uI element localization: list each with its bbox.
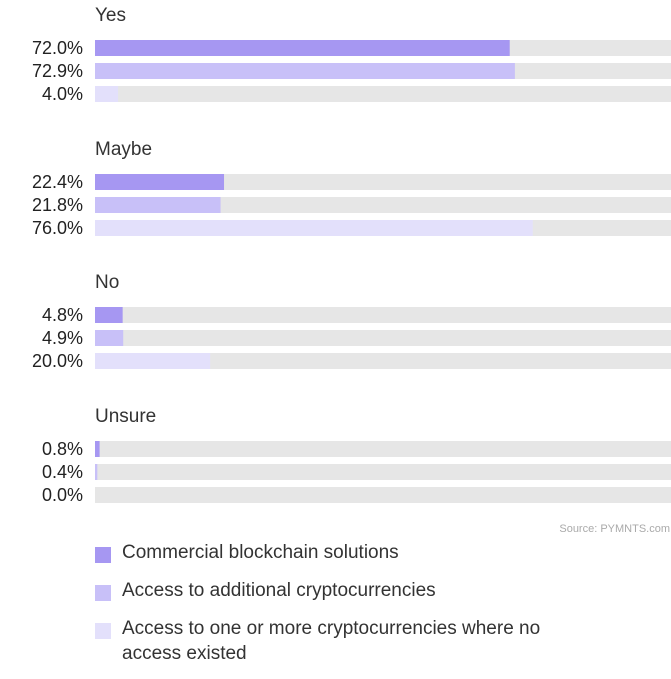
bar-track [95,441,671,457]
data-label: 4.8% [42,305,83,325]
data-label: 20.0% [32,351,83,371]
chart: Yes 72.0% 72.9% 4.0% Maybe 22.4% 21.8% 76.0% No 4… [32,5,671,535]
legend-item-additional: Access to additional cryptocurrencies [95,578,655,603]
bar-no-series-2 [95,353,211,369]
data-label: 72.9% [32,61,83,81]
data-label: 0.4% [42,462,83,482]
data-label: 21.8% [32,195,83,215]
bar-no-series-0 [95,307,123,323]
data-label: 76.0% [32,218,83,238]
bar-track [95,330,671,346]
bar-track [95,353,671,369]
group-label-unsure: Unsure [95,406,156,427]
group-label-maybe: Maybe [95,139,152,160]
data-label: 22.4% [32,172,83,192]
bar-unsure-series-0 [95,441,100,457]
bar-unsure-series-1 [95,464,98,480]
bar-yes-series-1 [95,63,515,79]
bar-track [95,464,671,480]
bar-track [95,487,671,503]
data-label: 72.0% [32,38,83,58]
legend: Commercial blockchain solutions Access t… [95,540,655,679]
bar-track [95,174,671,190]
group-label-yes: Yes [95,5,126,26]
legend-label-additional: Access to additional cryptocurrencies [122,580,436,601]
group-label-no: No [95,272,119,293]
source-note: Source: PYMNTS.com [559,523,670,535]
bar-track [95,307,671,323]
legend-swatch-no-access [95,623,111,639]
bar-track [95,86,671,102]
bar-yes-series-2 [95,86,119,102]
bar-yes-series-0 [95,40,510,56]
legend-label-no-access: Access to one or more cryptocurrencies w… [122,618,541,664]
legend-item-commercial: Commercial blockchain solutions [95,540,655,565]
data-label: 4.0% [42,84,83,104]
data-label: 0.0% [42,485,83,505]
bar-maybe-series-2 [95,220,533,236]
data-label: 0.8% [42,439,83,459]
bar-track [95,197,671,213]
data-label: 4.9% [42,328,83,348]
bar-maybe-series-1 [95,197,221,213]
legend-item-no-access: Access to one or more cryptocurrencies w… [95,616,655,666]
legend-swatch-additional [95,585,111,601]
legend-label-commercial: Commercial blockchain solutions [122,542,399,563]
bar-no-series-1 [95,330,124,346]
bar-maybe-series-0 [95,174,225,190]
legend-swatch-commercial [95,547,111,563]
